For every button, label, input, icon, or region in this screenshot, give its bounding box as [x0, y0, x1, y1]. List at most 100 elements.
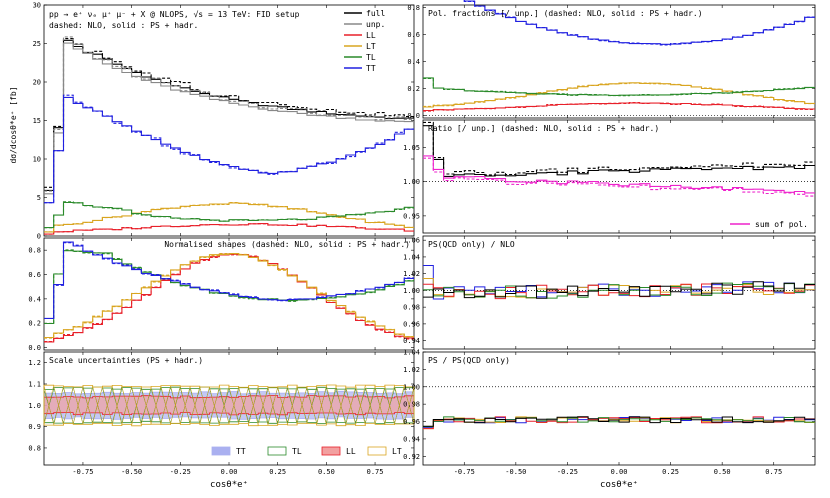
x-axis-label: cosθ*e⁺: [210, 480, 248, 490]
x-tick-label: 0.00: [221, 468, 238, 476]
x-tick-label: -0.75: [72, 468, 93, 476]
y-tick-label: 1.00: [403, 383, 420, 391]
band-hatch-LT: [228, 386, 239, 425]
band-hatch-LT: [209, 386, 220, 426]
y-tick-label: 25: [33, 40, 41, 48]
legend-label: LL: [346, 447, 356, 456]
legend-swatch-TL: [267, 446, 287, 456]
y-tick-label: 1.00: [403, 178, 420, 186]
y-tick-label: 0.96: [403, 418, 420, 426]
band-hatch-LT: [238, 387, 249, 424]
panel-title: Pol. fractions [/ unp.] (dashed: NLO, so…: [428, 9, 703, 18]
panel-differential: 0 5 10 15 20 25 30 pp → e⁺ νₑ μ⁺ μ⁻ + X @ NLOPS…: [9, 2, 415, 241]
line-unp.-ps: [44, 42, 414, 195]
y-tick-label: 5: [37, 194, 41, 202]
band-hatch-LT: [404, 386, 415, 425]
y-tick-label: 0.6: [28, 271, 41, 279]
panel-title: Ratio [/ unp.] (dashed: NLO, solid : PS …: [428, 124, 659, 133]
y-tick-label: 10: [33, 156, 41, 164]
line-LL-ps: [44, 223, 414, 235]
y-tick-label: 1.06: [403, 237, 420, 245]
line-TL-nlo: [423, 77, 815, 97]
line-TL-ps: [44, 250, 414, 325]
band-hatch-LT: [316, 385, 327, 426]
y-axis-label: dσ/dcosθ*e⁺ [fb]: [9, 86, 18, 163]
y-tick-label: 1.04: [403, 253, 420, 261]
panel-pshadr: 0.92 0.94 0.96 0.98 1.00 1.02 1.04 -0.75 -0.50 -0…: [403, 349, 816, 490]
line-TL-ps: [423, 77, 815, 96]
band-hatch-LT: [150, 386, 162, 425]
x-tick-label: 0.75: [765, 468, 782, 476]
x-tick-label: -0.50: [121, 468, 142, 476]
band-hatch-LT: [335, 385, 347, 426]
ratio-line: [423, 282, 815, 299]
band-hatch-LT: [53, 385, 64, 426]
y-tick-label: 1.02: [403, 366, 420, 374]
y-tick-label: 15: [33, 117, 41, 125]
band-hatch-LT: [296, 387, 308, 424]
band-hatch-LT: [345, 386, 356, 425]
band-hatch-LT: [92, 387, 103, 424]
y-tick-label: 0.0: [28, 344, 41, 352]
x-tick-label: -0.50: [505, 468, 526, 476]
y-tick-label: 0.98: [403, 304, 420, 312]
band-hatch-LT: [374, 386, 386, 425]
y-tick-label: 0.4: [28, 295, 41, 303]
legend-swatch-LT: [367, 446, 387, 456]
y-tick-label: 1.1: [28, 380, 41, 388]
band-hatch-LT: [365, 385, 376, 424]
y-tick-label: 0.96: [403, 320, 420, 328]
y-tick-label: 0.94: [403, 435, 420, 443]
band-hatch-LT: [141, 386, 152, 425]
line-TT-ps: [44, 241, 414, 319]
y-tick-label: 0.94: [403, 337, 420, 345]
x-tick-label: 0.50: [714, 468, 731, 476]
band-hatch-LT: [248, 385, 259, 426]
band-hatch-LT: [355, 385, 366, 426]
y-tick-label: 0.4: [407, 58, 420, 66]
legend-label: LL: [366, 31, 376, 40]
y-tick-label: 0.8: [28, 444, 41, 452]
band-hatch-LT: [306, 386, 317, 424]
y-tick-label: 1.2: [28, 359, 41, 367]
band-hatch-LT: [63, 386, 74, 424]
y-tick-label: 20: [33, 79, 41, 87]
panel-title: Scale uncertainties (PS + hadr.): [49, 356, 203, 365]
panel-scale: 0.8 0.9 1.0 1.1 1.2 -0.75 -0.50 -0.25 0.00 0.25 0.…: [28, 351, 415, 490]
x-tick-label: -0.75: [454, 468, 475, 476]
band-hatch-LT: [170, 385, 181, 424]
band-hatch-LT: [160, 385, 171, 425]
legend-label: sum of pol.: [755, 220, 808, 229]
line-full-nlo: [44, 38, 414, 188]
x-tick-label: 0.00: [611, 468, 628, 476]
legend-label: LT: [392, 447, 402, 456]
y-tick-label: 1.0: [28, 402, 41, 410]
line-TL-nlo: [44, 249, 414, 324]
y-tick-label: 1.00: [403, 287, 420, 295]
band-hatch-LT: [72, 386, 84, 425]
legend-label: TL: [292, 447, 302, 456]
line-sum-nlo: [423, 157, 815, 197]
line-LT-ps: [423, 82, 815, 108]
axes-frame: [422, 351, 816, 466]
y-tick-label: 0.2: [28, 320, 41, 328]
band-hatch-LT: [111, 385, 123, 426]
legend-swatch-LL: [321, 446, 341, 456]
band-hatch-LT: [82, 385, 93, 425]
band-hatch-LT: [131, 386, 142, 426]
y-tick-label: 1.05: [403, 144, 420, 152]
legend-swatch-TT: [211, 446, 231, 456]
line-LT-ps: [44, 253, 414, 339]
x-tick-label: 0.50: [318, 468, 335, 476]
y-tick-label: 0.6: [407, 31, 420, 39]
y-tick-label: 1.04: [403, 349, 420, 357]
legend-label: TT: [366, 64, 376, 73]
line-full-ps: [423, 125, 815, 177]
y-tick-label: 0.2: [407, 85, 420, 93]
panel-title: PS(QCD only) / NLO: [428, 240, 515, 249]
y-tick-label: 0.8: [407, 4, 420, 12]
panel-subtitle: dashed: NLO, solid : PS + hadr.: [49, 21, 198, 30]
band-hatch-LT: [180, 386, 191, 425]
band-hatch-LT: [394, 385, 405, 425]
